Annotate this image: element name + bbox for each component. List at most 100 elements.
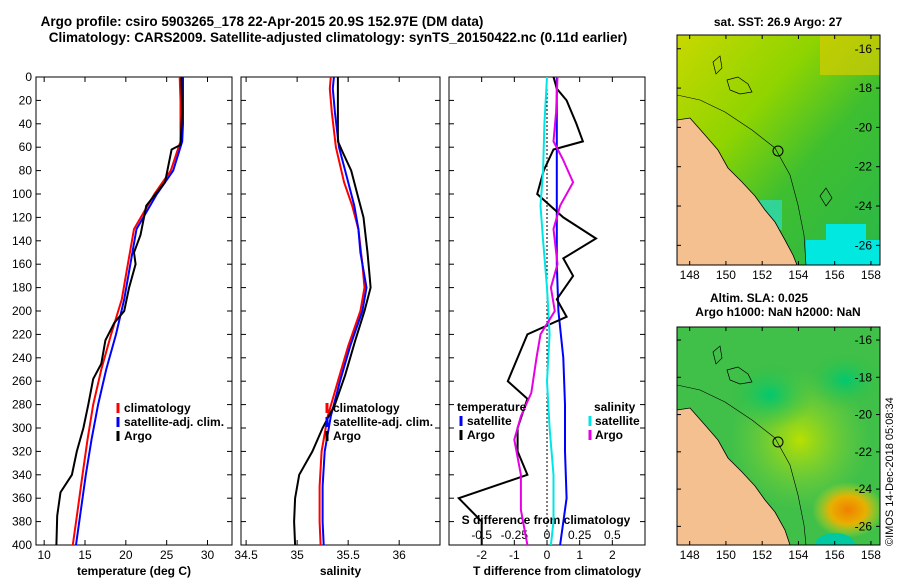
sst-missing-patch xyxy=(806,240,880,265)
sst-map-frame xyxy=(676,34,881,266)
x-tick-label: 35.5 xyxy=(336,548,360,562)
salinity-profile-xlabel: salinity xyxy=(320,564,362,578)
y-tick-label: 100 xyxy=(12,187,32,201)
map-y-tick-label: -16 xyxy=(855,333,873,347)
sst-map-panel: sat. SST: 26.9 Argo: 27 148 150 152 154 156 1… xyxy=(676,15,881,282)
y-tick-label: 280 xyxy=(12,398,32,412)
difference-panel: -2 -1 0 1 2T difference from climatology-0.5… xyxy=(448,76,646,578)
x2-tick-label: 0 xyxy=(544,528,551,542)
x2-tick-label: -0.25 xyxy=(501,528,529,542)
x-tick-label: 10 xyxy=(37,548,51,562)
map-y-tick-label: -18 xyxy=(855,370,873,384)
series-line-argo xyxy=(293,77,372,546)
y-tick-label: 40 xyxy=(19,117,33,131)
x-tick-label: 34.5 xyxy=(234,548,258,562)
y-tick-label: 20 xyxy=(19,93,33,107)
map-y-tick-label: -22 xyxy=(855,160,873,174)
sla-map-title-line1: Altim. SLA: 0.025 xyxy=(710,291,808,305)
y-tick-label: 300 xyxy=(12,421,32,435)
legend-label: satellite xyxy=(595,414,640,428)
y-tick-label: 380 xyxy=(12,515,32,529)
sla-map-title-line2: Argo h1000: NaN h2000: NaN xyxy=(695,305,860,319)
sst-isobath xyxy=(677,94,807,265)
map-y-tick-label: -16 xyxy=(855,42,873,56)
y-tick-label: 0 xyxy=(25,70,32,84)
map-x-tick-label: 148 xyxy=(680,268,700,282)
map-y-tick-label: -18 xyxy=(855,81,873,95)
y-tick-label: 60 xyxy=(19,140,33,154)
x-tick-label: -1 xyxy=(509,548,520,562)
x-tick-label: 20 xyxy=(119,548,133,562)
legend-label: satellite-adj. clim. xyxy=(124,415,224,429)
sst-argo-marker xyxy=(772,145,784,157)
map-x-tick-label: 148 xyxy=(680,548,700,562)
map-y-tick-label: -24 xyxy=(855,199,873,213)
figure-title-line1: Argo profile: csiro 5903265_178 22-Apr-2… xyxy=(41,14,484,29)
y-tick-label: 400 xyxy=(12,538,32,552)
difference-profile-xlabel2: S difference from climatology xyxy=(462,513,631,527)
sla-map-frame xyxy=(676,326,881,546)
y-tick-label: 340 xyxy=(12,468,32,482)
x-tick-label: 36 xyxy=(392,548,406,562)
map-y-tick-label: -26 xyxy=(855,519,873,533)
y-tick-label: 360 xyxy=(12,491,32,505)
y-tick-label: 140 xyxy=(12,234,32,248)
sst-reef-2 xyxy=(712,55,723,75)
map-y-tick-label: -26 xyxy=(855,238,873,252)
sla-cool-eddy-3 xyxy=(815,533,855,545)
temperature-profile-frame xyxy=(35,76,233,546)
difference-profile-xlabel: T difference from climatology xyxy=(473,564,641,578)
series-line-satellite xyxy=(75,77,184,546)
sst-land xyxy=(677,117,798,265)
figure-title-line2: Climatology: CARS2009. Satellite-adjuste… xyxy=(49,30,627,45)
map-y-tick-label: -22 xyxy=(855,445,873,459)
x-tick-label: 0 xyxy=(544,548,551,562)
legend-label: satellite-adj. clim. xyxy=(333,415,433,429)
y-tick-label: 320 xyxy=(12,444,32,458)
x-tick-label: 25 xyxy=(160,548,174,562)
legend-title-temperature: temperature xyxy=(457,400,527,414)
x-tick-label: -2 xyxy=(476,548,487,562)
imos-watermark: ©IMOS 14-Dec-2018 05:08:34 xyxy=(884,397,896,546)
y-tick-label: 220 xyxy=(12,327,32,341)
series-line-argo xyxy=(55,76,184,546)
salinity-panel: 34.5 35 35.5 36 salinity climatologysatellite… xyxy=(234,76,441,578)
y-tick-label: 240 xyxy=(12,351,32,365)
legend-label: climatology xyxy=(333,401,400,415)
map-x-tick-label: 152 xyxy=(752,548,772,562)
x-tick-label: 30 xyxy=(201,548,215,562)
series-line-temperature-satellite xyxy=(555,77,568,546)
legend-label: satellite xyxy=(467,414,512,428)
series-line-climatology xyxy=(318,76,366,546)
sla-land xyxy=(677,407,791,545)
map-x-tick-label: 158 xyxy=(861,548,881,562)
temperature-panel: 10 15 20 25 30020406080100120140160180200220… xyxy=(12,70,233,578)
sla-cool-eddy xyxy=(725,360,815,430)
legend-label: Argo xyxy=(333,429,361,443)
y-tick-label: 180 xyxy=(12,281,32,295)
map-x-tick-label: 154 xyxy=(788,548,808,562)
map-x-tick-label: 154 xyxy=(788,268,808,282)
sst-warm-patch xyxy=(820,35,880,75)
map-x-tick-label: 150 xyxy=(716,268,736,282)
x-tick-label: 1 xyxy=(576,548,583,562)
y-tick-label: 80 xyxy=(19,164,33,178)
legend-label: climatology xyxy=(124,401,191,415)
legend-title-salinity: salinity xyxy=(594,400,636,414)
map-x-tick-label: 158 xyxy=(861,268,881,282)
map-x-tick-label: 156 xyxy=(825,548,845,562)
sla-cool-eddy-2 xyxy=(805,350,880,410)
sst-reef xyxy=(726,76,753,95)
map-x-tick-label: 150 xyxy=(716,548,736,562)
legend-label: Argo xyxy=(467,428,495,442)
y-tick-label: 200 xyxy=(12,304,32,318)
series-line-salinity-argo xyxy=(513,76,575,546)
sst-reef-3 xyxy=(819,187,833,207)
sla-argo-marker xyxy=(772,436,784,448)
temperature-profile-xlabel: temperature (deg C) xyxy=(77,564,191,578)
map-y-tick-label: -20 xyxy=(855,120,873,134)
sla-reef xyxy=(726,366,753,385)
y-tick-label: 260 xyxy=(12,374,32,388)
map-y-tick-label: -20 xyxy=(855,408,873,422)
